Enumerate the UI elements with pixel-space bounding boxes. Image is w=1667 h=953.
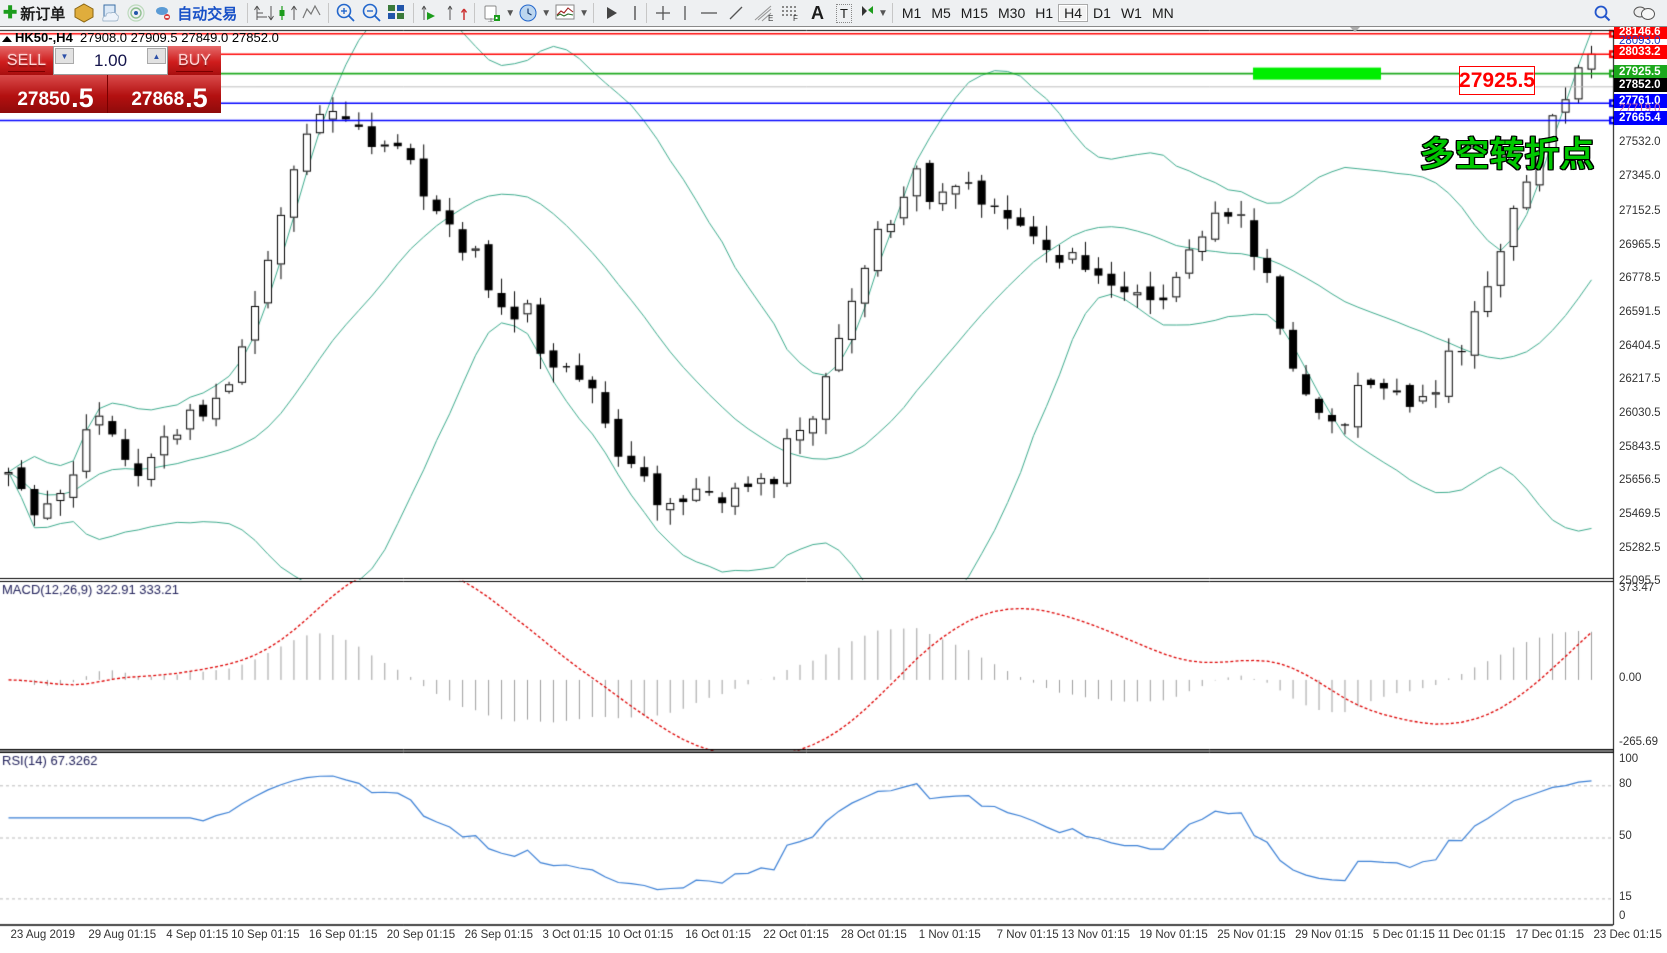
- svg-text:E: E: [768, 14, 773, 22]
- svg-text:F: F: [793, 14, 798, 21]
